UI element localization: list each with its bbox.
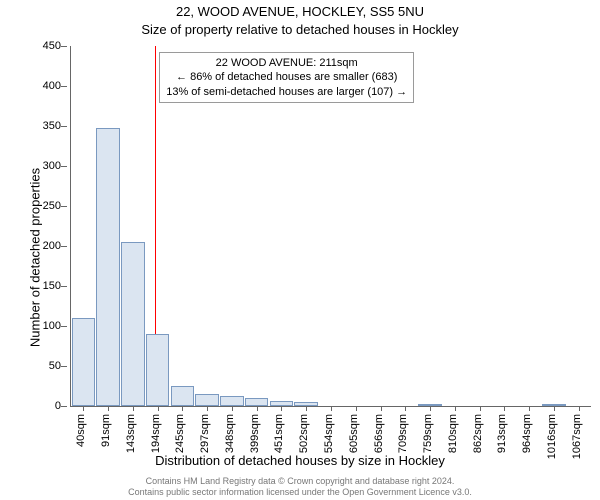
x-tick-label: 502sqm bbox=[298, 414, 310, 453]
y-tick-label: 0 bbox=[31, 400, 61, 412]
y-tick-label: 150 bbox=[31, 280, 61, 292]
y-tick-label: 300 bbox=[31, 160, 61, 172]
x-tick bbox=[281, 406, 282, 411]
x-tick bbox=[182, 406, 183, 411]
x-tick-label: 245sqm bbox=[174, 414, 186, 453]
y-tick bbox=[61, 246, 67, 247]
x-tick bbox=[405, 406, 406, 411]
title-line-2: Size of property relative to detached ho… bbox=[0, 22, 600, 37]
x-tick bbox=[83, 406, 84, 411]
title-line-1: 22, WOOD AVENUE, HOCKLEY, SS5 5NU bbox=[0, 4, 600, 19]
x-tick bbox=[207, 406, 208, 411]
y-tick-label: 400 bbox=[31, 80, 61, 92]
x-tick-label: 348sqm bbox=[224, 414, 236, 453]
y-tick-label: 50 bbox=[31, 360, 61, 372]
y-tick bbox=[61, 286, 67, 287]
x-tick-label: 913sqm bbox=[496, 414, 508, 453]
bar bbox=[171, 386, 195, 406]
bar bbox=[121, 242, 145, 406]
x-tick-label: 451sqm bbox=[273, 414, 285, 453]
x-tick-label: 709sqm bbox=[397, 414, 409, 453]
y-tick bbox=[61, 406, 67, 407]
x-tick bbox=[554, 406, 555, 411]
x-tick-label: 964sqm bbox=[521, 414, 533, 453]
annotation-line-1: 22 WOOD AVENUE: 211sqm bbox=[166, 56, 407, 70]
y-tick-label: 100 bbox=[31, 320, 61, 332]
y-tick bbox=[61, 46, 67, 47]
x-tick bbox=[356, 406, 357, 411]
x-tick-label: 656sqm bbox=[373, 414, 385, 453]
y-tick-label: 200 bbox=[31, 240, 61, 252]
footer: Contains HM Land Registry data © Crown c… bbox=[0, 476, 600, 499]
x-tick bbox=[306, 406, 307, 411]
x-tick bbox=[579, 406, 580, 411]
y-tick bbox=[61, 366, 67, 367]
x-tick bbox=[257, 406, 258, 411]
y-tick bbox=[61, 206, 67, 207]
bar bbox=[195, 394, 219, 406]
x-axis-label: Distribution of detached houses by size … bbox=[0, 453, 600, 468]
x-tick bbox=[430, 406, 431, 411]
x-tick-label: 862sqm bbox=[472, 414, 484, 453]
y-tick bbox=[61, 326, 67, 327]
x-tick bbox=[108, 406, 109, 411]
x-tick bbox=[504, 406, 505, 411]
x-tick-label: 554sqm bbox=[323, 414, 335, 453]
x-tick-label: 40sqm bbox=[75, 414, 87, 447]
x-tick-label: 810sqm bbox=[447, 414, 459, 453]
x-tick bbox=[529, 406, 530, 411]
bar bbox=[96, 128, 120, 406]
x-tick bbox=[158, 406, 159, 411]
x-tick bbox=[381, 406, 382, 411]
y-tick bbox=[61, 166, 67, 167]
bar bbox=[72, 318, 96, 406]
x-tick bbox=[133, 406, 134, 411]
x-tick-label: 91sqm bbox=[100, 414, 112, 447]
y-tick bbox=[61, 86, 67, 87]
annotation-box: 22 WOOD AVENUE: 211sqm ← 86% of detached… bbox=[159, 52, 414, 103]
annotation-line-3: 13% of semi-detached houses are larger (… bbox=[166, 85, 407, 99]
x-tick bbox=[331, 406, 332, 411]
y-tick-label: 250 bbox=[31, 200, 61, 212]
plot-area: 22 WOOD AVENUE: 211sqm ← 86% of detached… bbox=[70, 46, 591, 407]
x-tick bbox=[232, 406, 233, 411]
bar bbox=[146, 334, 170, 406]
x-tick-label: 605sqm bbox=[348, 414, 360, 453]
bar bbox=[220, 396, 244, 406]
x-tick-label: 297sqm bbox=[199, 414, 211, 453]
footer-line-1: Contains HM Land Registry data © Crown c… bbox=[0, 476, 600, 487]
x-tick-label: 759sqm bbox=[422, 414, 434, 453]
y-tick bbox=[61, 126, 67, 127]
x-tick bbox=[480, 406, 481, 411]
x-tick bbox=[455, 406, 456, 411]
x-tick-label: 143sqm bbox=[125, 414, 137, 453]
x-tick-label: 194sqm bbox=[150, 414, 162, 453]
bar bbox=[245, 398, 269, 406]
x-tick-label: 399sqm bbox=[249, 414, 261, 453]
y-tick-label: 450 bbox=[31, 40, 61, 52]
annotation-line-2: ← 86% of detached houses are smaller (68… bbox=[166, 70, 407, 84]
y-tick-label: 350 bbox=[31, 120, 61, 132]
chart-container: 22, WOOD AVENUE, HOCKLEY, SS5 5NU Size o… bbox=[0, 0, 600, 500]
footer-line-2: Contains public sector information licen… bbox=[0, 487, 600, 498]
